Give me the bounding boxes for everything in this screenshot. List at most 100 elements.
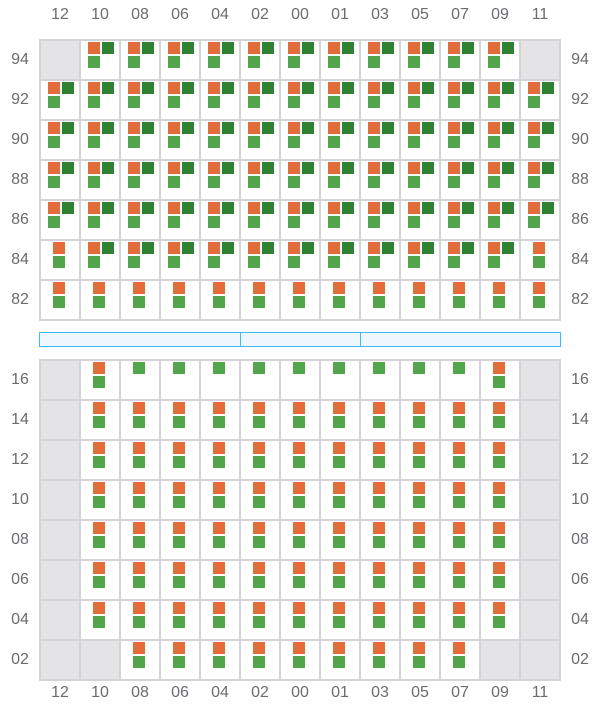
slot-cell[interactable] bbox=[161, 241, 199, 279]
slot-cell[interactable] bbox=[441, 601, 479, 639]
slot-cell[interactable] bbox=[201, 281, 239, 319]
slot-cell[interactable] bbox=[481, 41, 519, 79]
slot-cell[interactable] bbox=[241, 601, 279, 639]
slot-cell[interactable] bbox=[361, 521, 399, 559]
slot-cell[interactable] bbox=[81, 241, 119, 279]
slot-cell[interactable] bbox=[81, 281, 119, 319]
slot-cell[interactable] bbox=[121, 521, 159, 559]
slot-cell[interactable] bbox=[121, 401, 159, 439]
slot-cell[interactable] bbox=[481, 81, 519, 119]
slot-cell[interactable] bbox=[201, 521, 239, 559]
slot-cell[interactable] bbox=[161, 441, 199, 479]
slot-cell[interactable] bbox=[201, 401, 239, 439]
slot-cell[interactable] bbox=[481, 201, 519, 239]
slot-cell[interactable] bbox=[201, 361, 239, 399]
slot-cell[interactable] bbox=[441, 641, 479, 679]
slot-cell[interactable] bbox=[521, 201, 559, 239]
slot-cell[interactable] bbox=[281, 481, 319, 519]
slot-cell[interactable] bbox=[481, 361, 519, 399]
slot-cell[interactable] bbox=[41, 121, 79, 159]
slot-cell[interactable] bbox=[161, 281, 199, 319]
slot-cell[interactable] bbox=[361, 121, 399, 159]
slot-cell[interactable] bbox=[441, 41, 479, 79]
slot-cell[interactable] bbox=[161, 121, 199, 159]
slot-cell[interactable] bbox=[81, 361, 119, 399]
slot-cell[interactable] bbox=[241, 401, 279, 439]
slot-cell[interactable] bbox=[161, 41, 199, 79]
slot-cell[interactable] bbox=[201, 601, 239, 639]
slot-cell[interactable] bbox=[361, 601, 399, 639]
slot-cell[interactable] bbox=[401, 601, 439, 639]
slot-cell[interactable] bbox=[41, 241, 79, 279]
slot-cell[interactable] bbox=[521, 241, 559, 279]
slot-cell[interactable] bbox=[121, 161, 159, 199]
slot-cell[interactable] bbox=[201, 121, 239, 159]
slot-cell[interactable] bbox=[441, 121, 479, 159]
slot-cell[interactable] bbox=[401, 481, 439, 519]
slot-cell[interactable] bbox=[361, 41, 399, 79]
slot-cell[interactable] bbox=[481, 241, 519, 279]
slot-cell[interactable] bbox=[281, 601, 319, 639]
slot-cell[interactable] bbox=[241, 161, 279, 199]
slot-cell[interactable] bbox=[281, 201, 319, 239]
slot-cell[interactable] bbox=[241, 561, 279, 599]
slot-cell[interactable] bbox=[321, 521, 359, 559]
slot-cell[interactable] bbox=[121, 441, 159, 479]
slot-cell[interactable] bbox=[281, 281, 319, 319]
slot-cell[interactable] bbox=[81, 41, 119, 79]
slot-cell[interactable] bbox=[441, 561, 479, 599]
slot-cell[interactable] bbox=[401, 361, 439, 399]
slot-cell[interactable] bbox=[81, 401, 119, 439]
slot-cell[interactable] bbox=[321, 481, 359, 519]
slot-cell[interactable] bbox=[321, 441, 359, 479]
slot-cell[interactable] bbox=[41, 201, 79, 239]
slot-cell[interactable] bbox=[321, 81, 359, 119]
slot-cell[interactable] bbox=[161, 481, 199, 519]
slot-cell[interactable] bbox=[401, 281, 439, 319]
slot-cell[interactable] bbox=[321, 161, 359, 199]
slot-cell[interactable] bbox=[401, 521, 439, 559]
slot-cell[interactable] bbox=[361, 641, 399, 679]
slot-cell[interactable] bbox=[81, 201, 119, 239]
slot-cell[interactable] bbox=[321, 41, 359, 79]
slot-cell[interactable] bbox=[281, 81, 319, 119]
slot-cell[interactable] bbox=[161, 601, 199, 639]
slot-cell[interactable] bbox=[441, 281, 479, 319]
slot-cell[interactable] bbox=[161, 401, 199, 439]
slot-cell[interactable] bbox=[281, 161, 319, 199]
slot-cell[interactable] bbox=[281, 641, 319, 679]
slot-cell[interactable] bbox=[201, 161, 239, 199]
slot-cell[interactable] bbox=[361, 401, 399, 439]
slot-cell[interactable] bbox=[121, 601, 159, 639]
slot-cell[interactable] bbox=[201, 561, 239, 599]
slot-cell[interactable] bbox=[241, 281, 279, 319]
slot-cell[interactable] bbox=[281, 561, 319, 599]
slot-cell[interactable] bbox=[281, 41, 319, 79]
slot-cell[interactable] bbox=[281, 361, 319, 399]
slot-cell[interactable] bbox=[361, 161, 399, 199]
slot-cell[interactable] bbox=[121, 41, 159, 79]
slot-cell[interactable] bbox=[441, 401, 479, 439]
slot-cell[interactable] bbox=[241, 241, 279, 279]
slot-cell[interactable] bbox=[121, 641, 159, 679]
slot-cell[interactable] bbox=[81, 161, 119, 199]
slot-cell[interactable] bbox=[201, 201, 239, 239]
slot-cell[interactable] bbox=[401, 561, 439, 599]
slot-cell[interactable] bbox=[121, 561, 159, 599]
slot-cell[interactable] bbox=[81, 81, 119, 119]
slot-cell[interactable] bbox=[361, 561, 399, 599]
slot-cell[interactable] bbox=[481, 121, 519, 159]
slot-cell[interactable] bbox=[281, 441, 319, 479]
slot-cell[interactable] bbox=[361, 81, 399, 119]
slot-cell[interactable] bbox=[81, 441, 119, 479]
slot-cell[interactable] bbox=[201, 81, 239, 119]
slot-cell[interactable] bbox=[401, 441, 439, 479]
slot-cell[interactable] bbox=[241, 361, 279, 399]
slot-cell[interactable] bbox=[361, 201, 399, 239]
slot-cell[interactable] bbox=[441, 481, 479, 519]
slot-cell[interactable] bbox=[321, 401, 359, 439]
slot-cell[interactable] bbox=[321, 561, 359, 599]
slot-cell[interactable] bbox=[161, 521, 199, 559]
slot-cell[interactable] bbox=[81, 521, 119, 559]
slot-cell[interactable] bbox=[521, 121, 559, 159]
